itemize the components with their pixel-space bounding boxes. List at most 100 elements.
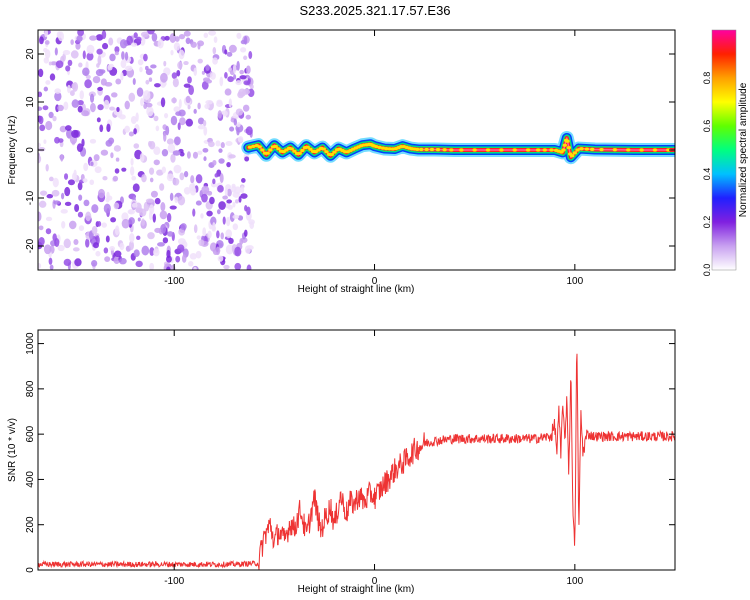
noise-blob xyxy=(43,57,50,64)
noise-blob xyxy=(173,42,181,51)
signal-track-peak xyxy=(535,148,541,152)
noise-blob xyxy=(236,127,240,136)
noise-blob xyxy=(114,46,120,53)
noise-blob xyxy=(148,167,155,175)
noise-blob xyxy=(38,236,45,246)
noise-blob xyxy=(146,106,154,117)
noise-blob xyxy=(167,143,176,154)
noise-blob xyxy=(52,177,59,188)
noise-blob xyxy=(213,36,218,44)
noise-blob xyxy=(224,88,232,96)
noise-blob xyxy=(118,257,127,265)
noise-blob xyxy=(136,87,144,97)
noise-blob xyxy=(89,35,97,41)
noise-blob xyxy=(165,125,170,136)
noise-blob xyxy=(43,139,47,144)
noise-blob xyxy=(45,163,49,172)
signal-track-peak xyxy=(525,148,531,152)
noise-blob xyxy=(54,91,62,102)
spectrogram-x-tick-label: 0 xyxy=(372,276,378,287)
noise-blob xyxy=(249,84,254,90)
noise-blob xyxy=(77,100,84,106)
noise-blob xyxy=(81,110,90,117)
signal-track-peak xyxy=(384,147,389,151)
noise-blob xyxy=(43,47,48,53)
noise-blob xyxy=(226,216,231,227)
noise-blob xyxy=(223,264,230,270)
noise-blob xyxy=(232,223,239,231)
signal-track-peak xyxy=(459,148,464,152)
noise-blob xyxy=(39,190,48,196)
noise-blob xyxy=(197,150,203,155)
signal-track-peak xyxy=(442,148,447,152)
noise-blob xyxy=(183,186,191,195)
noise-blob xyxy=(183,83,191,88)
noise-blob xyxy=(77,30,85,37)
noise-blob xyxy=(202,227,207,237)
noise-blob xyxy=(157,242,165,247)
noise-blob xyxy=(221,110,228,117)
noise-blob xyxy=(209,196,215,205)
noise-blob xyxy=(69,90,75,97)
noise-blob xyxy=(163,60,167,67)
noise-blob xyxy=(141,218,145,226)
noise-blob xyxy=(233,118,238,126)
noise-blob xyxy=(129,232,135,243)
noise-blob xyxy=(234,199,239,204)
noise-blob xyxy=(192,151,198,159)
noise-blob xyxy=(43,86,49,92)
noise-blob xyxy=(149,262,155,270)
signal-track-peak xyxy=(260,148,265,152)
noise-blob xyxy=(51,189,60,197)
noise-blob xyxy=(103,247,109,254)
noise-blob xyxy=(235,108,244,116)
noise-blob xyxy=(130,158,134,166)
noise-blob xyxy=(105,235,110,243)
noise-blob xyxy=(120,59,127,69)
noise-blob xyxy=(106,123,111,133)
noise-blob xyxy=(119,114,126,120)
noise-blob xyxy=(170,115,178,126)
noise-blob xyxy=(212,57,218,65)
noise-blob xyxy=(226,188,232,197)
noise-blob xyxy=(222,195,228,200)
noise-blob xyxy=(107,64,113,71)
signal-track-peak xyxy=(380,146,386,150)
noise-blob xyxy=(243,55,248,61)
noise-blob xyxy=(83,199,90,207)
noise-blob xyxy=(236,122,241,128)
noise-blob xyxy=(179,172,185,181)
snr-x-label: Height of straight line (km) xyxy=(298,584,415,595)
noise-blob xyxy=(55,60,64,69)
noise-blob xyxy=(39,36,44,45)
noise-blob xyxy=(192,208,196,217)
noise-blob xyxy=(86,44,95,55)
noise-blob xyxy=(82,67,90,76)
noise-blob xyxy=(197,117,205,125)
noise-blob xyxy=(227,76,234,83)
noise-blob xyxy=(225,140,233,146)
noise-blob xyxy=(136,235,141,241)
signal-track-peak xyxy=(575,148,580,152)
signal-track-peak xyxy=(584,147,590,151)
noise-blob xyxy=(166,173,174,182)
noise-blob xyxy=(52,115,57,122)
noise-blob xyxy=(61,192,65,200)
signal-track-peak xyxy=(542,148,547,152)
colorbar-gradient xyxy=(712,30,736,270)
spectrogram-y-tick-label: -20 xyxy=(25,238,36,253)
noise-blob xyxy=(190,41,197,48)
noise-blob xyxy=(172,150,181,156)
noise-blob xyxy=(233,74,237,80)
noise-blob xyxy=(220,232,224,240)
snr-y-label: SNR (10 * v/v) xyxy=(7,418,18,482)
noise-blob xyxy=(196,235,201,240)
noise-blob xyxy=(91,204,99,213)
signal-track-peak xyxy=(268,148,273,152)
colorbar-tick-label: 0.4 xyxy=(702,168,712,181)
noise-blob xyxy=(150,190,158,198)
noise-blob xyxy=(136,36,142,43)
noise-blob xyxy=(147,30,155,35)
noise-blob xyxy=(190,175,195,184)
signal-track-peak xyxy=(499,148,504,152)
